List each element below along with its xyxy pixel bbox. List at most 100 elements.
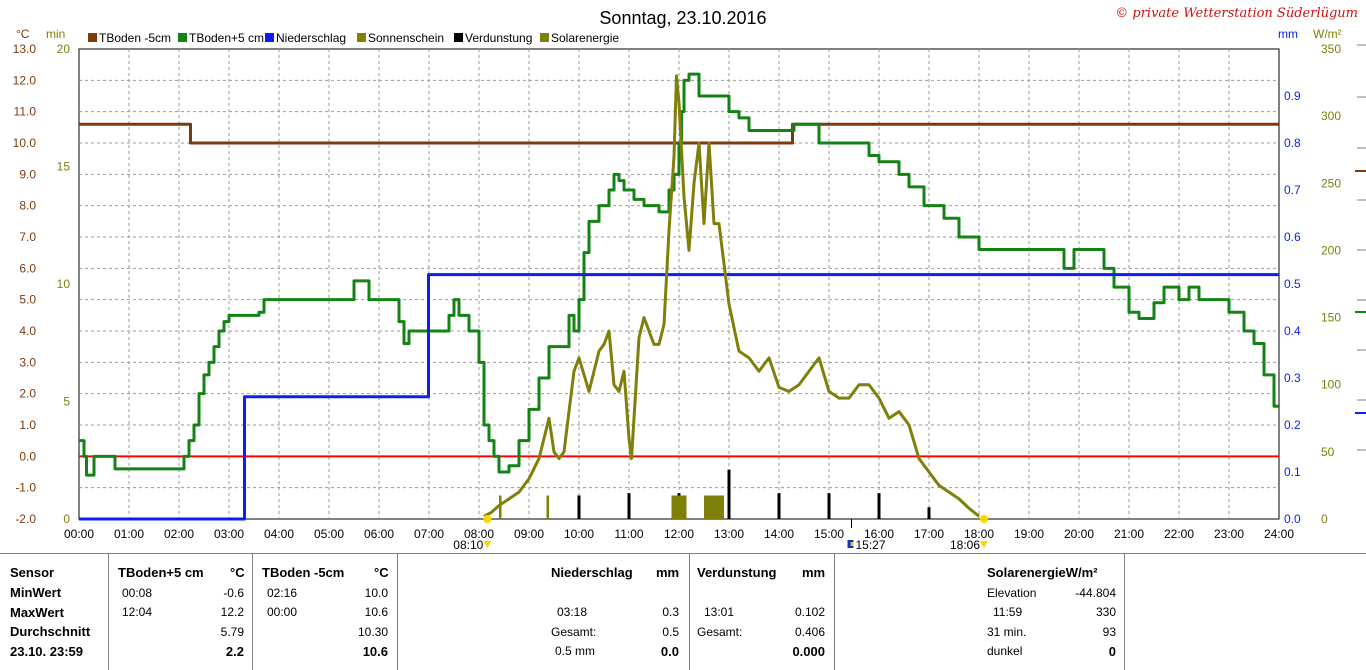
row-label-avg: Durchschnitt [10,624,91,639]
tboden5-min: -0.6 [223,586,244,600]
solar-max-time: 11:59 [993,605,1023,619]
niederschlag-max: 0.3 [662,605,679,619]
chart-legend: TBoden -5cm TBoden+5 cm Niederschlag Sonnen… [88,31,619,45]
axis-unit-mm: mm [1278,27,1298,41]
y-tick-label-mm: 0.4 [1284,324,1301,338]
sunrise-arrow [483,541,492,548]
y-tick-label-mm: 0.3 [1284,371,1301,385]
x-tick-label: 02:00 [164,527,194,541]
x-tick-label: 21:00 [1114,527,1144,541]
tboden5-current: 2.2 [225,644,244,659]
solar-max: 330 [1095,605,1116,619]
row-label-max: MaxWert [10,605,64,620]
verdunstung-total-label: Gesamt: [697,625,743,639]
y-tick-label-solar: 50 [1321,445,1335,459]
niederschlag-time: 03:18 [557,605,588,619]
y-tick-label-mm: 0.8 [1284,136,1301,150]
legend-swatch [454,33,463,42]
y-tick-label-temp: 2.0 [19,387,36,401]
tboden-5-avg: 10.30 [357,625,388,639]
bar-verdunstung [927,507,931,519]
tboden-5-unit: °C [374,565,389,580]
x-tick-label: 06:00 [364,527,394,541]
y-tick-label-temp: 0.0 [19,449,36,463]
tboden-5-max-time: 00:00 [267,605,298,619]
niederschlag-total: 0.5 [662,625,679,639]
x-tick-label: 14:00 [764,527,794,541]
sunrise-marker [483,515,492,523]
y-tick-label-temp: -2.0 [15,512,36,526]
bar-sonnenschein [671,495,687,519]
tboden5-min-time: 00:08 [122,586,153,600]
x-tick-label: 23:00 [1214,527,1244,541]
bar-verdunstung [627,493,631,519]
solar-elevation-label: Elevation [987,586,1037,600]
niederschlag-total-label: Gesamt: [551,625,597,639]
x-tick-label: 03:00 [214,527,244,541]
y-tick-label-solar: 100 [1321,378,1341,392]
x-tick-label: 12:00 [664,527,694,541]
tboden-5-max: 10.6 [364,605,388,619]
sunset-label: 18:06 [950,538,980,552]
bar-verdunstung [577,495,581,519]
x-tick-label: 07:00 [414,527,444,541]
weather-chart: Sonntag, 23.10.2016 © private Wetterstat… [13,6,1366,552]
y-tick-label-mm: 0.5 [1284,277,1301,291]
y-tick-label-temp: 8.0 [19,199,36,213]
niederschlag-unit: mm [656,565,680,580]
tboden-5-min: 10.0 [364,586,388,600]
x-tick-label: 11:00 [614,527,643,541]
legend-label: Solarenergie [551,31,619,45]
solar-dark-label: dunkel [987,644,1023,658]
event-label: 15:27 [856,538,886,552]
axis-unit-minutes: min [46,27,65,41]
axis-unit-wm2: W/m² [1313,27,1342,41]
y-tick-label-minutes: 20 [57,42,71,56]
y-tick-label-solar: 250 [1321,176,1341,190]
x-tick-label: 10:00 [564,527,594,541]
y-tick-label-temp: -1.0 [15,481,36,495]
x-tick-label: 19:00 [1014,527,1044,541]
chart-markers: 08:10 18:06 15:27 [453,515,988,552]
y-tick-label-mm: 0.6 [1284,230,1301,244]
bar-sonnenschein [499,495,502,519]
y-tick-label-minutes: 10 [57,277,71,291]
solar-avg-label: 31 min. [987,625,1027,639]
verdunstung-header: Verdunstung [697,565,777,580]
chart-title: Sonntag, 23.10.2016 [599,8,766,28]
x-tick-label: 22:00 [1164,527,1194,541]
solar-avg: 93 [1102,625,1116,639]
tboden5-avg: 5.79 [220,625,244,639]
x-tick-label: 01:00 [114,527,144,541]
right-legend-strip [1355,44,1366,451]
chart-lines [79,72,1279,521]
legend-label: Verdunstung [465,31,532,45]
legend-label: TBoden -5cm [99,31,171,45]
y-tick-label-minutes: 15 [57,160,71,174]
y-tick-label-temp: 3.0 [19,355,36,369]
chart-axes: 00:00 01:00 02:00 03:00 04:00 05:00 06:00 07:00… [13,42,1342,541]
y-tick-label-mm: 0.2 [1284,418,1301,432]
tboden5-unit: °C [230,565,245,580]
y-tick-label-temp: 4.0 [19,324,36,338]
verdunstung-total: 0.406 [794,625,825,639]
y-tick-label-mm: 0.0 [1284,512,1301,526]
solar-elevation: -44.804 [1075,586,1116,600]
y-tick-label-solar: 300 [1321,109,1341,123]
verdunstung-max: 0.102 [794,605,825,619]
y-tick-label-mm: 0.7 [1284,183,1301,197]
y-tick-label-temp: 6.0 [19,261,36,275]
x-tick-label: 17:00 [914,527,944,541]
y-tick-label-temp: 10.0 [13,136,37,150]
axis-unit-celsius: °C [16,27,30,41]
x-tick-label: 13:00 [714,527,744,541]
x-tick-label: 18:00 [964,527,994,541]
y-tick-label-mm: 0.1 [1284,465,1301,479]
row-label-min: MinWert [10,585,62,600]
bar-sonnenschein [546,495,549,519]
statistics-table: Sensor MinWert MaxWert Durchschnitt 23.1… [0,553,1366,670]
event-icon-inner [850,542,854,546]
bar-verdunstung [877,493,881,519]
sensor-header: Sensor [10,565,55,580]
series-line-solarenergie [483,74,980,518]
